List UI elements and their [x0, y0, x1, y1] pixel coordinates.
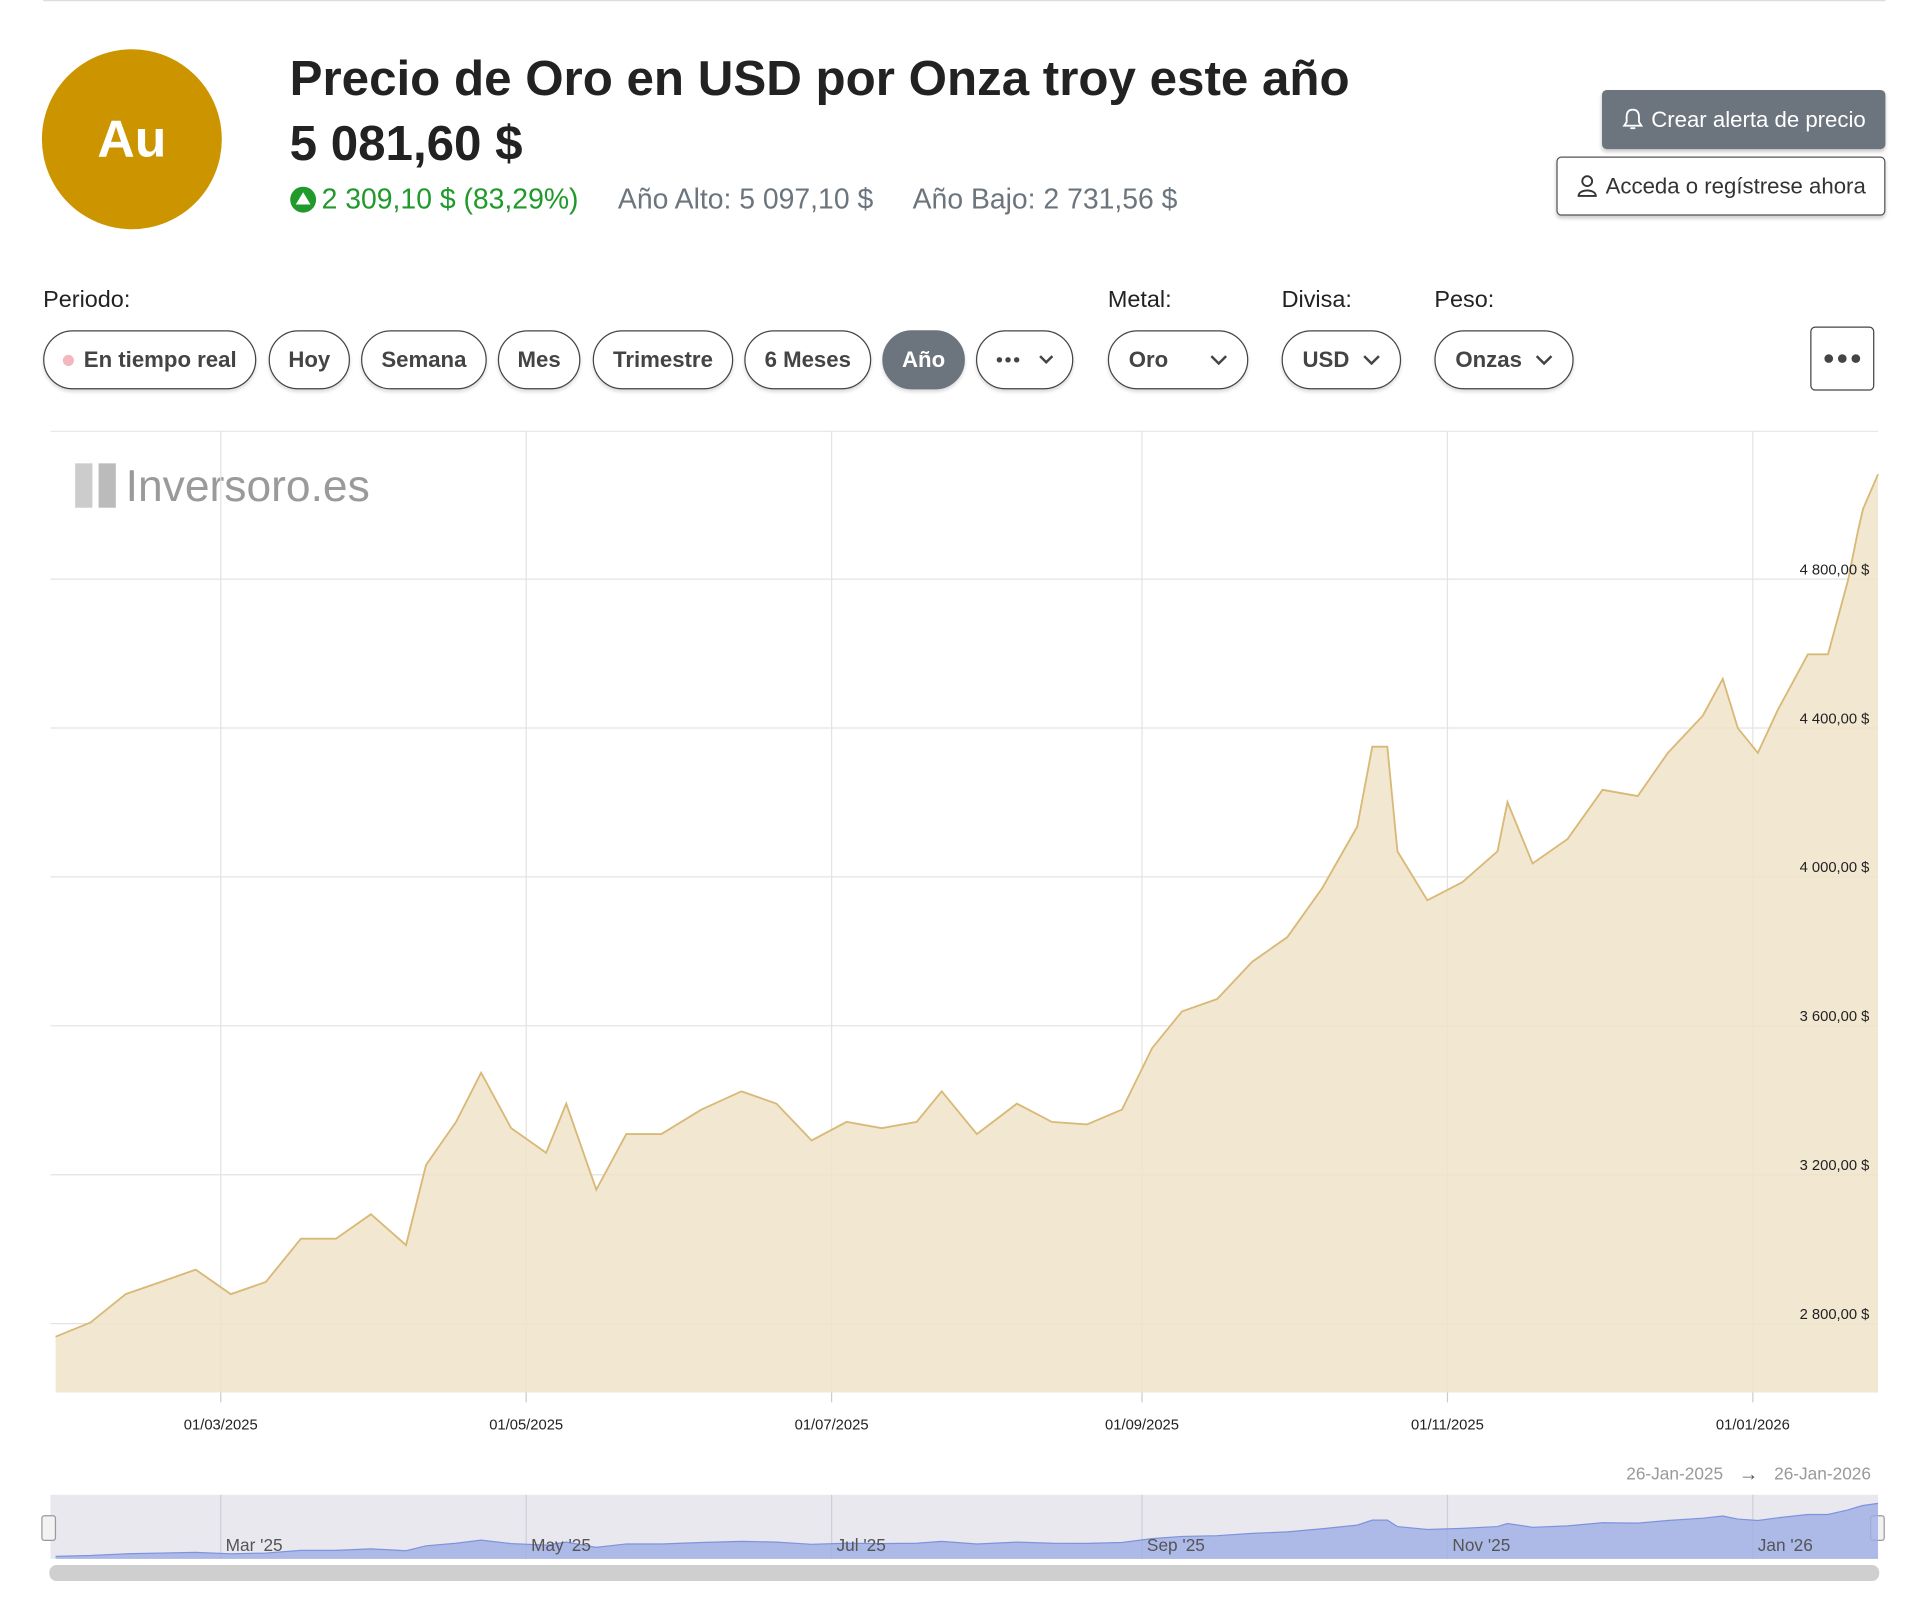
range-arrow: →: [1739, 1463, 1759, 1485]
x-tick-label: 01/11/2025: [1411, 1418, 1484, 1434]
navigator-area: [55, 1503, 1879, 1559]
navigator-tick-label: Sep '25: [1147, 1535, 1205, 1555]
navigator-scrollbar[interactable]: [49, 1565, 1880, 1582]
weight-label: Peso:: [1434, 287, 1495, 314]
login-button-label: Acceda o regístrese ahora: [1605, 173, 1866, 198]
currency-select[interactable]: USD: [1281, 330, 1402, 390]
y-tick-label: 4 800,00 $: [1800, 562, 1870, 578]
navigator-line: [55, 1502, 1879, 1558]
bell-icon: [1622, 108, 1644, 130]
price-stats: 2 309,10 $ (83,29%) Año Alto: 5 097,10 $…: [290, 182, 1178, 215]
watermark-icon: [75, 463, 93, 508]
x-tick-label: 01/01/2026: [1716, 1418, 1790, 1434]
year-low: Año Bajo: 2 731,56 $: [912, 182, 1178, 215]
period-label: Hoy: [288, 346, 331, 372]
login-button[interactable]: Acceda o regístrese ahora: [1556, 156, 1886, 216]
x-tick-label: 01/05/2025: [489, 1418, 563, 1434]
range-start: 26-Jan-2025: [1626, 1464, 1723, 1484]
navigator-tick-label: May '25: [531, 1535, 591, 1555]
area-fill: [55, 474, 1879, 1393]
top-divider: [43, 0, 1886, 2]
watermark: Inversoro.es: [75, 462, 370, 511]
currency-label: Divisa:: [1281, 287, 1352, 314]
user-icon: [1577, 175, 1597, 197]
y-tick-label: 3 200,00 $: [1800, 1158, 1870, 1174]
chart-menu-button[interactable]: [1810, 326, 1875, 391]
period-label: En tiempo real: [83, 346, 237, 372]
metal-label: Metal:: [1107, 287, 1172, 314]
navigator-tick-label: Jul '25: [837, 1535, 886, 1555]
weight-value: Onzas: [1455, 346, 1522, 372]
watermark-text: Inversoro.es: [126, 462, 370, 511]
metal-value: Oro: [1128, 346, 1169, 372]
page-title: Precio de Oro en USD por Onza troy este …: [289, 51, 1350, 106]
period-button[interactable]: Hoy: [268, 330, 350, 390]
chevron: [1535, 355, 1553, 366]
dots-chevron-icon: [996, 355, 1053, 365]
period-label: Año: [902, 346, 946, 372]
navigator-tick-label: Nov '25: [1452, 1535, 1510, 1555]
up-icon: [290, 186, 317, 212]
y-tick-label: 4 400,00 $: [1800, 711, 1870, 727]
period-button[interactable]: Año: [882, 330, 965, 390]
y-tick-label: 4 000,00 $: [1800, 860, 1870, 876]
period-button[interactable]: 6 Meses: [744, 330, 872, 390]
x-tick-label: 01/03/2025: [184, 1418, 258, 1434]
x-tick-label: 01/07/2025: [795, 1418, 869, 1434]
navigator-tick-label: Jan '26: [1758, 1535, 1813, 1555]
live-dot: [62, 354, 74, 366]
watermark-icon: [98, 463, 116, 508]
period-label: Semana: [381, 346, 467, 372]
year-high: Año Alto: 5 097,10 $: [617, 182, 874, 215]
period-label: Trimestre: [613, 346, 713, 372]
chevron: [1210, 355, 1228, 366]
chevron: [1363, 355, 1380, 366]
currency-value: USD: [1302, 346, 1350, 372]
price-line: [55, 473, 1879, 1338]
y-tick-label: 3 600,00 $: [1800, 1009, 1870, 1025]
range-end: 26-Jan-2026: [1774, 1464, 1871, 1484]
alert-button-label: Crear alerta de precio: [1651, 106, 1866, 132]
period-button[interactable]: Mes: [497, 330, 581, 390]
period-button[interactable]: Semana: [361, 330, 487, 390]
symbol-logo: Au: [41, 49, 222, 230]
metal-select[interactable]: Oro: [1107, 330, 1249, 390]
period-button[interactable]: Trimestre: [592, 330, 734, 390]
navigator-handle[interactable]: [41, 1515, 57, 1541]
navigator-tick-label: Mar '25: [226, 1535, 283, 1555]
dots-icon: [1824, 354, 1861, 363]
period-label: 6 Meses: [764, 346, 851, 372]
price-change: 2 309,10 $ (83,29%): [321, 182, 579, 215]
more-periods-dropdown[interactable]: [975, 330, 1074, 390]
weight-select[interactable]: Onzas: [1434, 330, 1574, 390]
period-button[interactable]: En tiempo real: [43, 330, 257, 390]
period-label: Periodo:: [43, 287, 131, 314]
alert-button[interactable]: Crear alerta de precio: [1601, 89, 1886, 150]
x-tick-label: 01/09/2025: [1105, 1418, 1179, 1434]
period-label: Mes: [517, 346, 561, 372]
current-price: 5 081,60 $: [289, 117, 523, 172]
y-tick-label: 2 800,00 $: [1800, 1307, 1870, 1323]
